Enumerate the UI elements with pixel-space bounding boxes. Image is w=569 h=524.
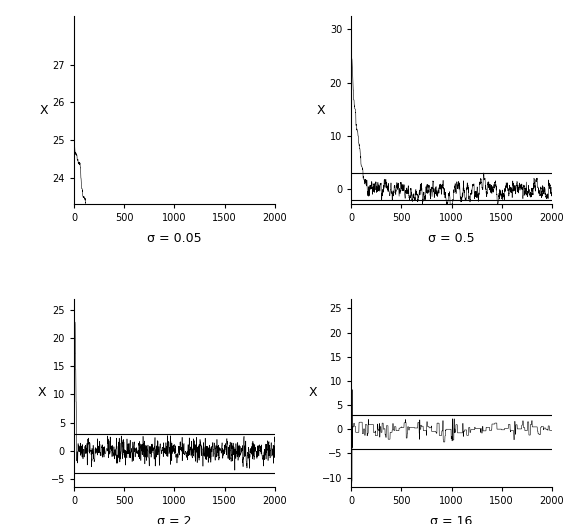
Y-axis label: X: X — [40, 104, 48, 116]
X-axis label: σ = 16: σ = 16 — [430, 515, 473, 524]
X-axis label: σ = 2: σ = 2 — [157, 515, 192, 524]
Y-axis label: X: X — [317, 104, 325, 116]
X-axis label: σ = 0.5: σ = 0.5 — [428, 232, 475, 245]
Y-axis label: X: X — [309, 387, 318, 399]
X-axis label: σ = 0.05: σ = 0.05 — [147, 232, 201, 245]
Y-axis label: X: X — [38, 387, 47, 399]
